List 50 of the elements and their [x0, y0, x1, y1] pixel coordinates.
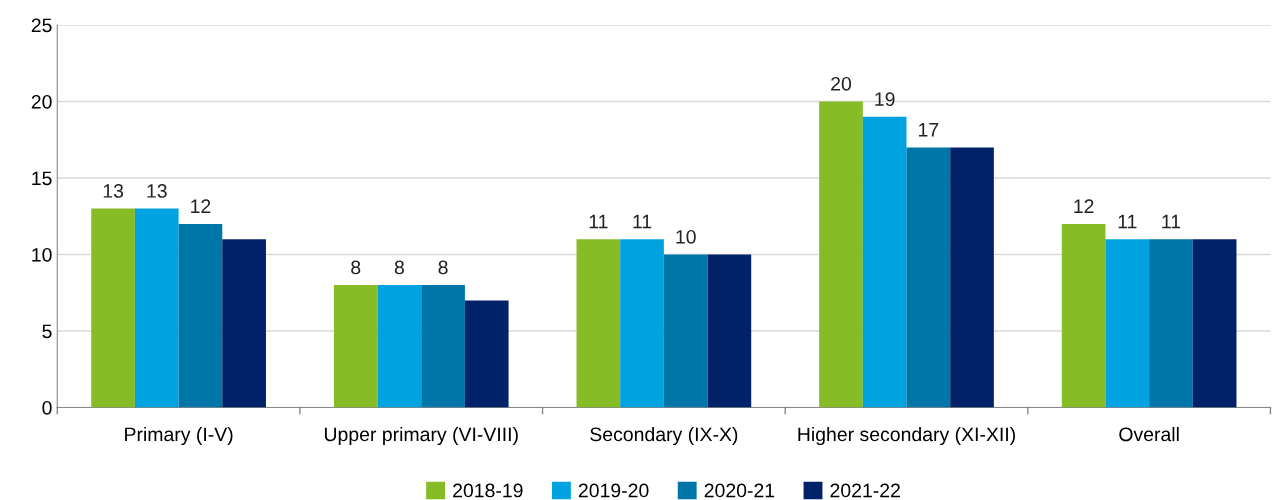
bar [950, 147, 994, 408]
bar [1105, 239, 1150, 408]
x-tick-label: Secondary (IX-X) [590, 426, 738, 446]
bar [663, 254, 708, 408]
bar [222, 239, 266, 408]
bar [377, 285, 422, 408]
y-tick-label: 0 [42, 400, 52, 415]
bar [421, 285, 465, 408]
data-label: 12 [191, 199, 211, 213]
data-label: 17 [919, 123, 939, 137]
bar [464, 300, 509, 408]
bar [906, 147, 951, 408]
data-label: 8 [394, 260, 404, 275]
y-tick-label: 25 [31, 18, 52, 33]
bar [576, 239, 621, 408]
data-label: 13 [103, 184, 124, 198]
x-tick-label: Overall [1119, 426, 1179, 442]
bar [862, 116, 907, 408]
x-tick-label: Higher secondary (XI-XII) [798, 426, 1015, 446]
x-tick-label: Primary (I-V) [125, 426, 233, 446]
bar [178, 223, 223, 408]
data-label: 20 [831, 76, 852, 91]
y-tick-label: 5 [42, 324, 52, 339]
legend-label: 2018-19 [453, 483, 523, 498]
data-label: 8 [351, 260, 361, 275]
data-label: 19 [875, 92, 895, 107]
bar [134, 208, 179, 408]
data-label: 11 [1118, 214, 1137, 229]
bar [1149, 239, 1193, 408]
data-label: 11 [633, 214, 652, 229]
legend-label: 2019-20 [578, 483, 649, 498]
bar [819, 101, 863, 408]
data-label: 13 [147, 184, 167, 198]
bar [333, 285, 378, 408]
bar [620, 239, 664, 408]
y-tick-label: 20 [31, 94, 52, 109]
bar [1061, 223, 1106, 408]
bar [707, 254, 752, 408]
x-tick-label: Upper primary (VI-VIII) [324, 426, 518, 446]
data-label: 10 [676, 229, 696, 244]
y-tick-label: 15 [32, 171, 52, 186]
bar [1192, 239, 1237, 408]
bar [91, 208, 135, 408]
legend-label: 2020-21 [704, 483, 775, 498]
data-label: 8 [438, 260, 448, 275]
y-tick-label: 10 [32, 247, 52, 262]
data-label: 11 [1162, 214, 1181, 229]
data-label: 12 [1074, 199, 1094, 213]
data-label: 11 [589, 214, 608, 229]
legend-label: 2021-22 [830, 483, 900, 498]
